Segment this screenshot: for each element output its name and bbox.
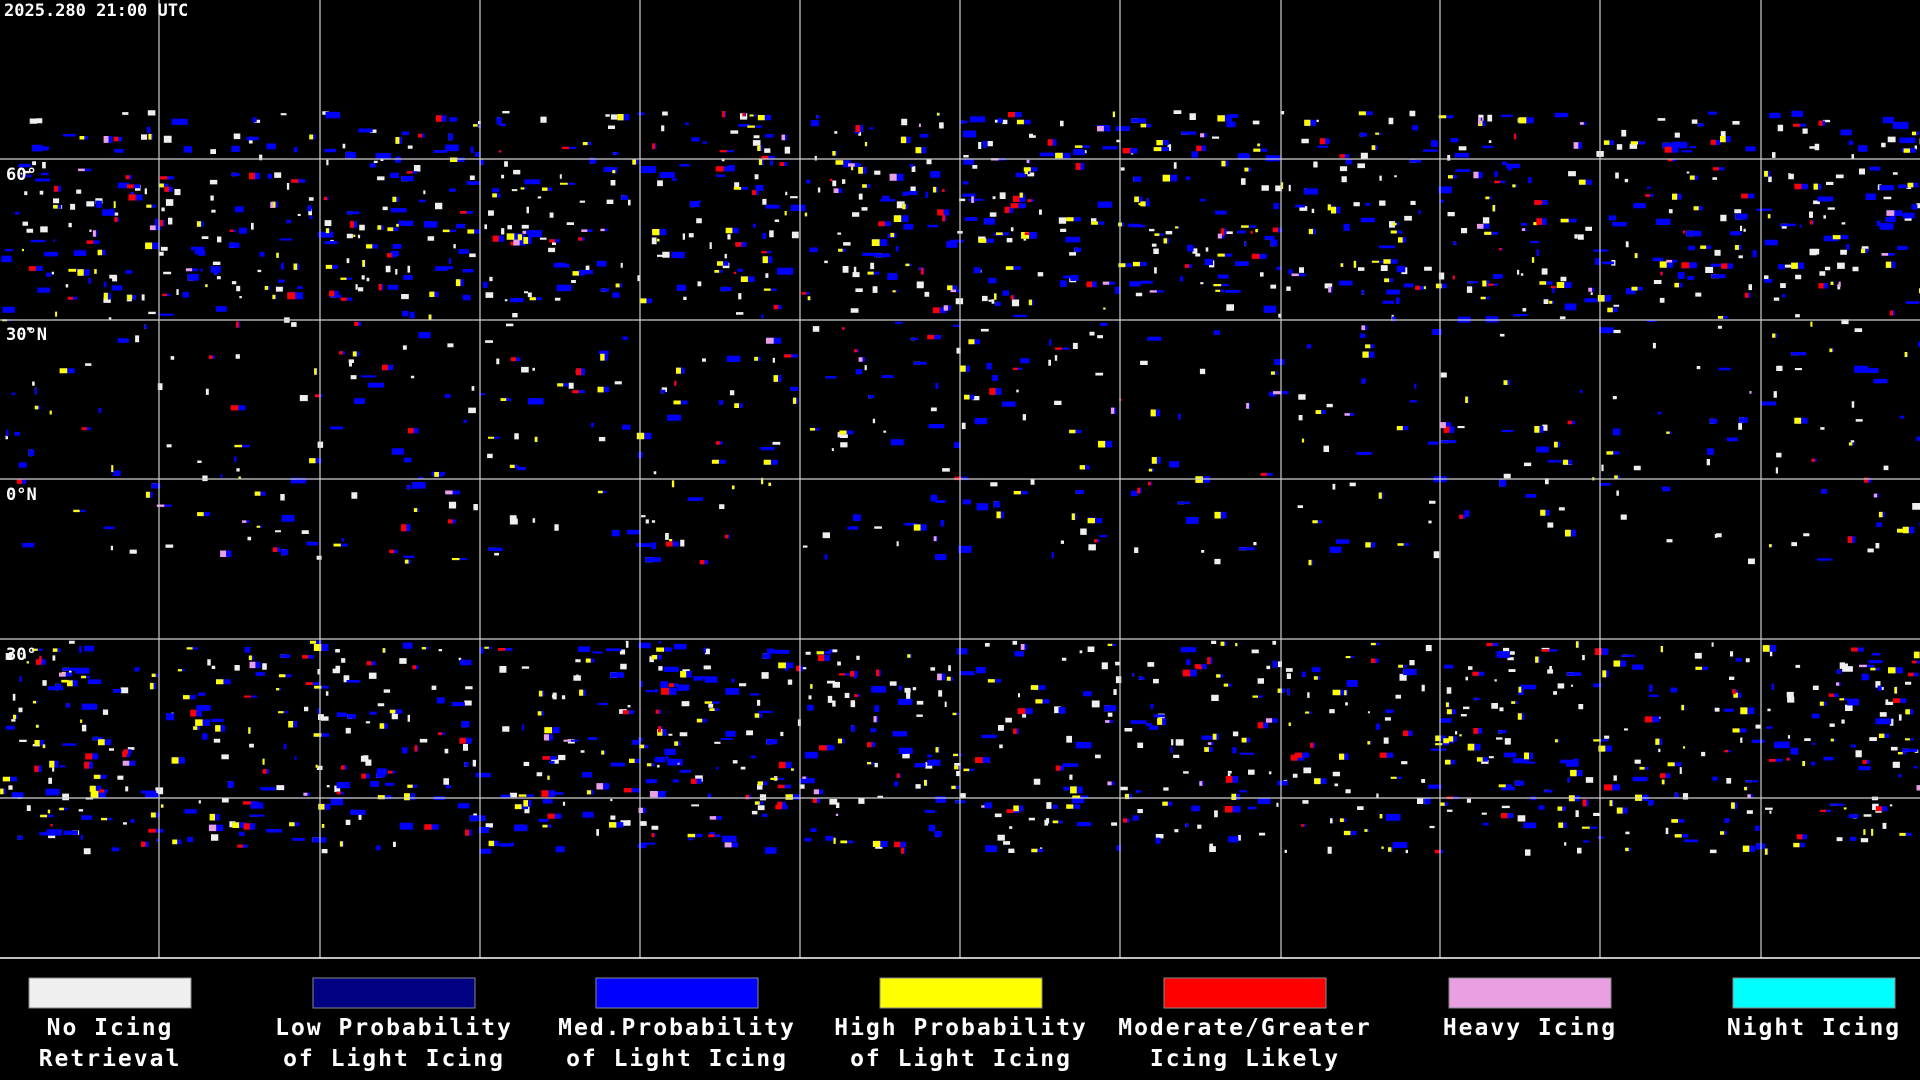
legend-swatch [1163, 977, 1327, 1009]
legend-label: of Light Icing [283, 1046, 505, 1072]
legend-label: Heavy Icing [1443, 1015, 1617, 1041]
legend-swatch [1448, 977, 1612, 1009]
latitude-label: 30° [6, 645, 37, 665]
legend-label: of Light Icing [566, 1046, 788, 1072]
legend-label: Low Probability [275, 1015, 513, 1041]
legend-label: Med.Probability [558, 1015, 796, 1041]
icing-field [0, 110, 1920, 856]
legend-label: of Light Icing [850, 1046, 1072, 1072]
timestamp: 2025.280 21:00 UTC [4, 1, 188, 21]
latitude-label: 30°N [6, 325, 47, 345]
latitude-label: 60° [6, 165, 37, 185]
graticule [0, 0, 1920, 959]
legend-swatch [312, 977, 476, 1009]
legend: No Icing Retrieval Low Probability of Light… [28, 977, 1901, 1072]
legend-label: Icing Likely [1150, 1046, 1340, 1072]
legend-swatch [595, 977, 759, 1009]
legend-swatch [879, 977, 1043, 1009]
legend-label: High Probability [834, 1015, 1088, 1041]
latitude-label: 0°N [6, 485, 37, 505]
legend-swatch [1732, 977, 1896, 1009]
legend-label: No Icing [47, 1015, 174, 1041]
legend-label: Night Icing [1727, 1015, 1901, 1041]
legend-label: Moderate/Greater [1118, 1015, 1372, 1041]
icing-pixels [5, 110, 1920, 856]
legend-label: Retrieval [39, 1046, 182, 1072]
legend-swatch [28, 977, 192, 1009]
